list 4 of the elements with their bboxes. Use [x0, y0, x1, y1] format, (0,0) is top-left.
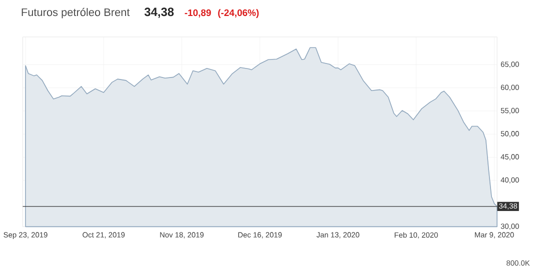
chart-title: Futuros petróleo Brent — [22, 8, 130, 18]
text: (-24,06%) — [218, 9, 259, 18]
text: 34,38 — [144, 8, 174, 18]
text: -10,89 — [184, 10, 211, 18]
